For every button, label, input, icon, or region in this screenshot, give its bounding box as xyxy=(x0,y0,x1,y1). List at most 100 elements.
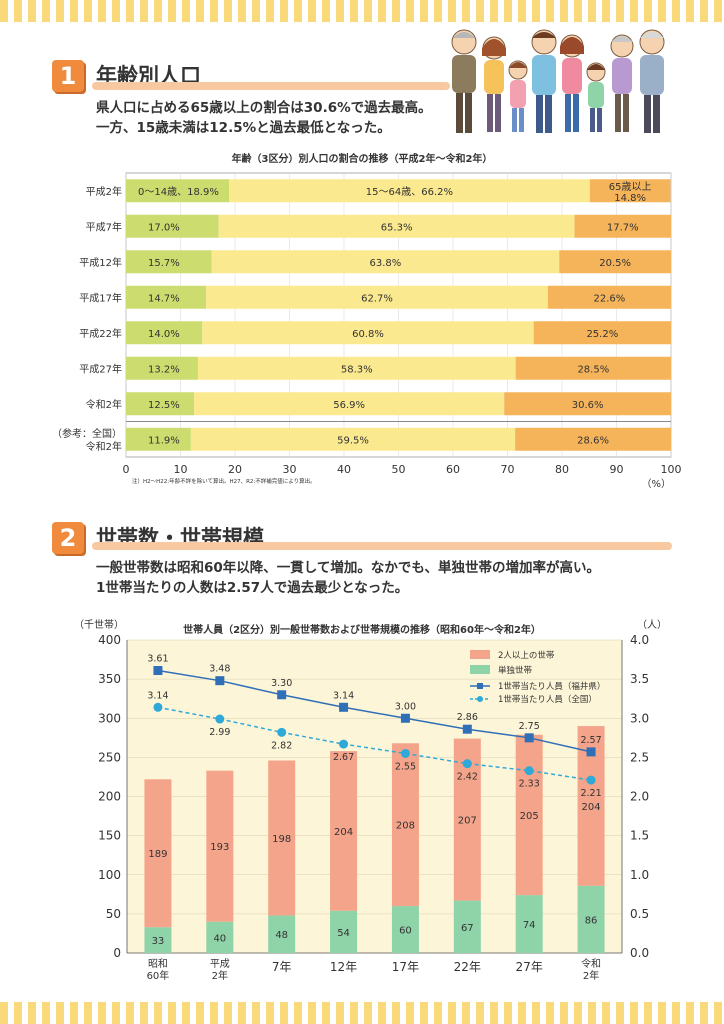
chart1-bar-old xyxy=(574,214,671,238)
chart2-data-label-multi: 207 xyxy=(458,816,477,827)
bottom-decorative-stripe xyxy=(0,1002,724,1024)
chart1-bar-old xyxy=(559,250,671,274)
chart1-x-tick-label: 50 xyxy=(392,463,406,476)
chart2-y-right-tick-label: 0.0 xyxy=(630,946,649,960)
section2-desc-line-1: 一般世帯数は昭和60年以降、一貫して増加。なかでも、単独世帯の増加率が高い。 xyxy=(96,560,600,576)
chart2-bar-single xyxy=(206,921,234,953)
chart2-legend-swatch-multi xyxy=(470,650,490,659)
chart2-x-tick-label: 2年 xyxy=(212,969,228,982)
chart2-label-prefecture: 2.57 xyxy=(580,735,601,746)
chart2-bar-single xyxy=(268,915,296,953)
chart2-label-national: 2.33 xyxy=(519,779,540,790)
chart1-data-label: 58.3% xyxy=(341,364,373,375)
chart2-data-label-single: 33 xyxy=(152,936,165,947)
chart2-label-prefecture: 3.30 xyxy=(271,678,292,689)
chart2-point-national xyxy=(586,775,596,785)
chart1-x-unit: （%） xyxy=(641,478,671,490)
chart2-bar-multi xyxy=(268,760,296,916)
chart2-y-right-tick-label: 1.0 xyxy=(630,868,649,882)
chart1-data-label: 25.2% xyxy=(586,329,618,340)
chart1-bar-working xyxy=(218,214,575,238)
chart2-data-label-single: 54 xyxy=(337,928,350,939)
chart1-bar-working xyxy=(211,250,560,274)
chart1-data-label: 63.8% xyxy=(370,258,402,269)
chart2-point-prefecture xyxy=(153,666,163,676)
section1-number-badge: 1 xyxy=(52,60,84,92)
chart1-data-label: 17.0% xyxy=(148,222,180,233)
chart2-data-label-single: 48 xyxy=(275,930,288,941)
chart2-bar-multi xyxy=(515,734,543,896)
chart2-x-tick-label: 平成 xyxy=(210,958,230,970)
chart1-data-label: 15～64歳、66.2% xyxy=(366,186,453,198)
chart2-legend-label-national: 1世帯当たり人員（全国） xyxy=(498,694,597,705)
household-chart: 0 0.0 50 0.5 100 1.0 150 1.5 200 2.0 250 2.5 300 3.0 3… xyxy=(74,618,667,982)
chart2-bar-multi xyxy=(144,779,172,928)
chart1-data-label: 22.6% xyxy=(594,293,626,304)
chart1-x-tick-label: 70 xyxy=(501,463,515,476)
chart1-x-tick-label: 0 xyxy=(123,463,130,476)
chart1-data-label: 65.3% xyxy=(381,222,413,233)
chart2-y-left-tick-label: 350 xyxy=(98,672,121,686)
chart2-point-national xyxy=(462,759,472,769)
chart1-data-label: 17.7% xyxy=(607,222,639,233)
chart1-data-label: 20.5% xyxy=(599,258,631,269)
chart1-x-tick-label: 90 xyxy=(610,463,624,476)
chart2-point-national xyxy=(400,748,410,758)
chart2-y-left-label: （千世帯） xyxy=(74,618,124,631)
chart1-data-label: 0～14歳、18.9% xyxy=(138,186,219,198)
elder-man-figure xyxy=(639,29,665,133)
chart1-data-label: 14.7% xyxy=(148,293,180,304)
chart1-data-label: 13.2% xyxy=(148,364,180,375)
chart2-title: 世帯人員（2区分）別一般世帯数および世帯規模の推移（昭和60年～令和2年） xyxy=(183,625,541,636)
chart2-x-tick-label: 7年 xyxy=(272,960,292,974)
chart2-bar-single xyxy=(515,895,543,953)
chart2-data-label-single: 74 xyxy=(523,920,536,931)
chart1-bar-young xyxy=(126,392,195,416)
chart1-x-tick-label: 10 xyxy=(174,463,188,476)
chart1-bar-old xyxy=(504,392,671,416)
chart2-y-right-tick-label: 4.0 xyxy=(630,633,649,647)
chart2-bar-single xyxy=(144,927,172,953)
chart1-data-label: 14.0% xyxy=(148,329,180,340)
chart1-data-label: 30.6% xyxy=(572,400,604,411)
chart2-y-left-tick-label: 250 xyxy=(98,750,121,764)
chart2-data-label-multi: 204 xyxy=(334,827,353,838)
chart1-bar-working xyxy=(190,427,516,451)
chart2-data-label-multi: 198 xyxy=(272,834,291,845)
chart2-legend-label-multi: 2人以上の世帯 xyxy=(498,650,555,661)
chart2-x-tick-label: 60年 xyxy=(147,969,170,982)
chart2-label-prefecture: 3.61 xyxy=(147,654,168,665)
chart2-point-prefecture xyxy=(339,702,349,712)
chart2-x-tick-label: 令和 xyxy=(581,957,601,970)
section1-desc-line-1: 県人口に占める65歳以上の割合は30.6%で過去最高。 xyxy=(96,100,432,116)
chart2-y-left-tick-label: 200 xyxy=(98,790,121,804)
chart2-bar-single xyxy=(391,906,419,953)
chart2-label-national: 2.82 xyxy=(271,740,292,751)
chart1-category-label: 平成12年 xyxy=(79,256,122,269)
chart2-x-tick-label: 27年 xyxy=(516,960,543,974)
chart1-bar-working xyxy=(197,356,516,380)
chart2-legend-label-prefecture: 1世帯当たり人員（福井県） xyxy=(498,681,605,692)
chart2-point-national xyxy=(215,714,225,724)
chart1-bar-old xyxy=(515,427,671,451)
chart2-label-prefecture: 2.75 xyxy=(519,721,540,732)
chart1-category-label: 平成17年 xyxy=(79,291,122,304)
chart2-bar-multi xyxy=(206,770,234,922)
chart2-label-national: 2.99 xyxy=(209,727,230,738)
chart2-bar-single xyxy=(330,910,358,953)
chart1-bar-old xyxy=(515,356,671,380)
grandmother-figure xyxy=(610,34,634,132)
chart2-legend-marker-prefecture xyxy=(477,683,483,689)
chart2-y-left-tick-label: 400 xyxy=(98,633,121,647)
chart1-data-label: 65歳以上 xyxy=(609,181,652,193)
chart2-line-prefecture xyxy=(157,669,592,753)
chart2-x-tick-label: 22年 xyxy=(454,960,481,974)
chart2-point-national xyxy=(153,702,163,712)
chart2-point-prefecture xyxy=(277,690,287,700)
chart2-x-tick-label: 昭和 xyxy=(148,958,168,970)
chart1-x-tick-label: 40 xyxy=(337,463,351,476)
chart2-data-label-multi: 205 xyxy=(520,811,539,822)
chart1-category-label: 平成27年 xyxy=(79,362,122,375)
chart2-y-left-tick-label: 100 xyxy=(98,868,121,882)
chart1-data-label: 11.9% xyxy=(148,435,180,446)
